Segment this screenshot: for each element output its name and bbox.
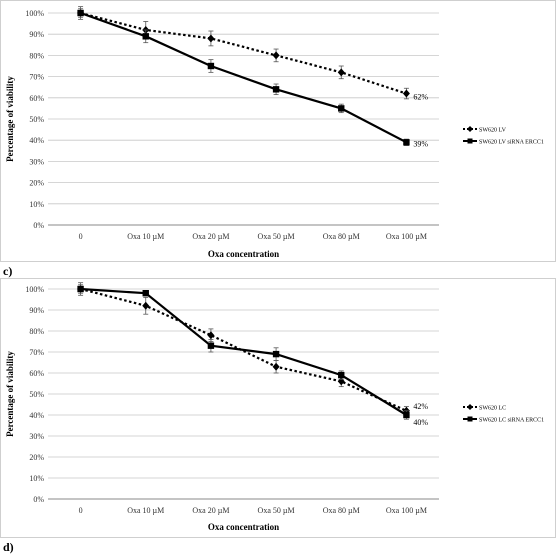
legend-label: SW620 LC siRNA ERCC1 [479,418,544,424]
y-tick-label: 40% [29,136,44,145]
x-tick-label: Oxa 20 µM [192,506,229,515]
data-point-square [272,86,280,93]
y-tick-label: 80% [29,51,44,60]
y-tick-label: 70% [29,73,44,82]
end-value-label: 40% [413,418,428,427]
y-tick-label: 50% [29,390,44,399]
y-tick-label: 60% [29,369,44,378]
data-point-square [207,342,215,349]
data-point-square [338,105,345,112]
y-tick-label: 20% [29,453,44,462]
data-point-diamond [337,68,345,77]
viability-chart-d: 0% 10% 20% 30% 40% 50% 60% 70% 80% 90% 100% 0 Oxa 10… [5,282,544,532]
data-point-square [142,290,149,297]
legend-marker-diamond [467,126,473,132]
y-tick-label: 70% [29,348,44,357]
end-value-label: 39% [413,139,428,148]
series-line-2 [80,287,407,416]
data-point-square [207,62,215,70]
y-tick-label: 20% [29,179,44,188]
data-point-diamond [402,89,410,98]
x-tick-label: Oxa 50 µM [258,232,295,241]
x-tick-label: Oxa 80 µM [323,232,360,241]
legend-marker-square [467,138,473,144]
viability-chart-c: 0% 10% 20% 30% 40% 50% 60% 70% 80% 90% 100% 0 Oxa 10… [5,6,544,259]
legend-label: SW620 LC [479,406,506,412]
chart-panel-c: 0% 10% 20% 30% 40% 50% 60% 70% 80% 90% 100% 0 Oxa 10… [0,0,556,278]
x-tick-label: 0 [79,232,83,241]
y-tick-label: 50% [29,115,44,124]
legend-marker-square [467,416,473,422]
chart-panel-d: 0% 10% 20% 30% 40% 50% 60% 70% 80% 90% 100% 0 Oxa 10… [0,278,556,557]
y-tick-label: 90% [29,306,44,315]
data-point-square [403,139,410,146]
data-point-square [77,285,84,293]
x-tick-label: 0 [79,506,83,515]
x-tick-label: Oxa 10 µM [127,506,164,515]
x-tick-label: Oxa 100 µM [386,232,427,241]
y-tick-label: 30% [29,157,44,166]
chart-frame-c: 0% 10% 20% 30% 40% 50% 60% 70% 80% 90% 100% 0 Oxa 10… [0,0,556,262]
panel-label-d: d) [3,540,14,554]
x-tick-label: Oxa 100 µM [386,506,427,515]
y-tick-label: 30% [29,432,44,441]
legend-label: SW620 LV siRNA ERCC1 [479,140,544,146]
x-tick-label: Oxa 10 µM [127,232,164,241]
series-line-2 [80,11,407,144]
y-tick-label: 80% [29,327,44,336]
y-tick-label: 40% [29,411,44,420]
data-point-diamond [207,34,215,43]
y-axis-title: Percentage of viability [5,351,15,437]
data-point-diamond [272,51,280,60]
legend-marker-diamond [467,404,473,410]
series-line-1 [80,11,407,95]
y-tick-label: 100% [25,9,44,18]
data-point-square [142,33,149,40]
y-tick-label: 90% [29,30,44,39]
data-point-diamond [142,301,150,310]
end-value-label: 62% [413,93,428,102]
data-point-square [403,411,410,419]
y-tick-label: 0% [33,221,44,230]
x-tick-label: Oxa 20 µM [192,232,229,241]
end-value-label: 42% [413,402,428,411]
y-tick-label: 10% [29,474,44,483]
y-axis-title: Percentage of viability [5,76,15,162]
data-point-square [338,371,345,379]
y-tick-label: 0% [33,495,44,504]
x-tick-label: Oxa 50 µM [258,506,295,515]
panel-label-c: c) [3,264,13,278]
data-point-diamond [272,362,280,371]
data-point-square [272,350,280,358]
data-point-diamond [337,377,345,386]
data-point-square [77,9,84,17]
x-axis-title: Oxa concentration [208,522,279,532]
y-tick-label: 60% [29,94,44,103]
x-tick-label: Oxa 80 µM [323,506,360,515]
y-tick-label: 10% [29,200,44,209]
x-axis-title: Oxa concentration [208,249,279,259]
y-tick-label: 100% [25,285,44,294]
chart-frame-d: 0% 10% 20% 30% 40% 50% 60% 70% 80% 90% 100% 0 Oxa 10… [0,278,556,538]
series-line-1 [80,287,407,412]
legend-label: SW620 LV [479,128,507,134]
data-point-diamond [207,331,215,340]
